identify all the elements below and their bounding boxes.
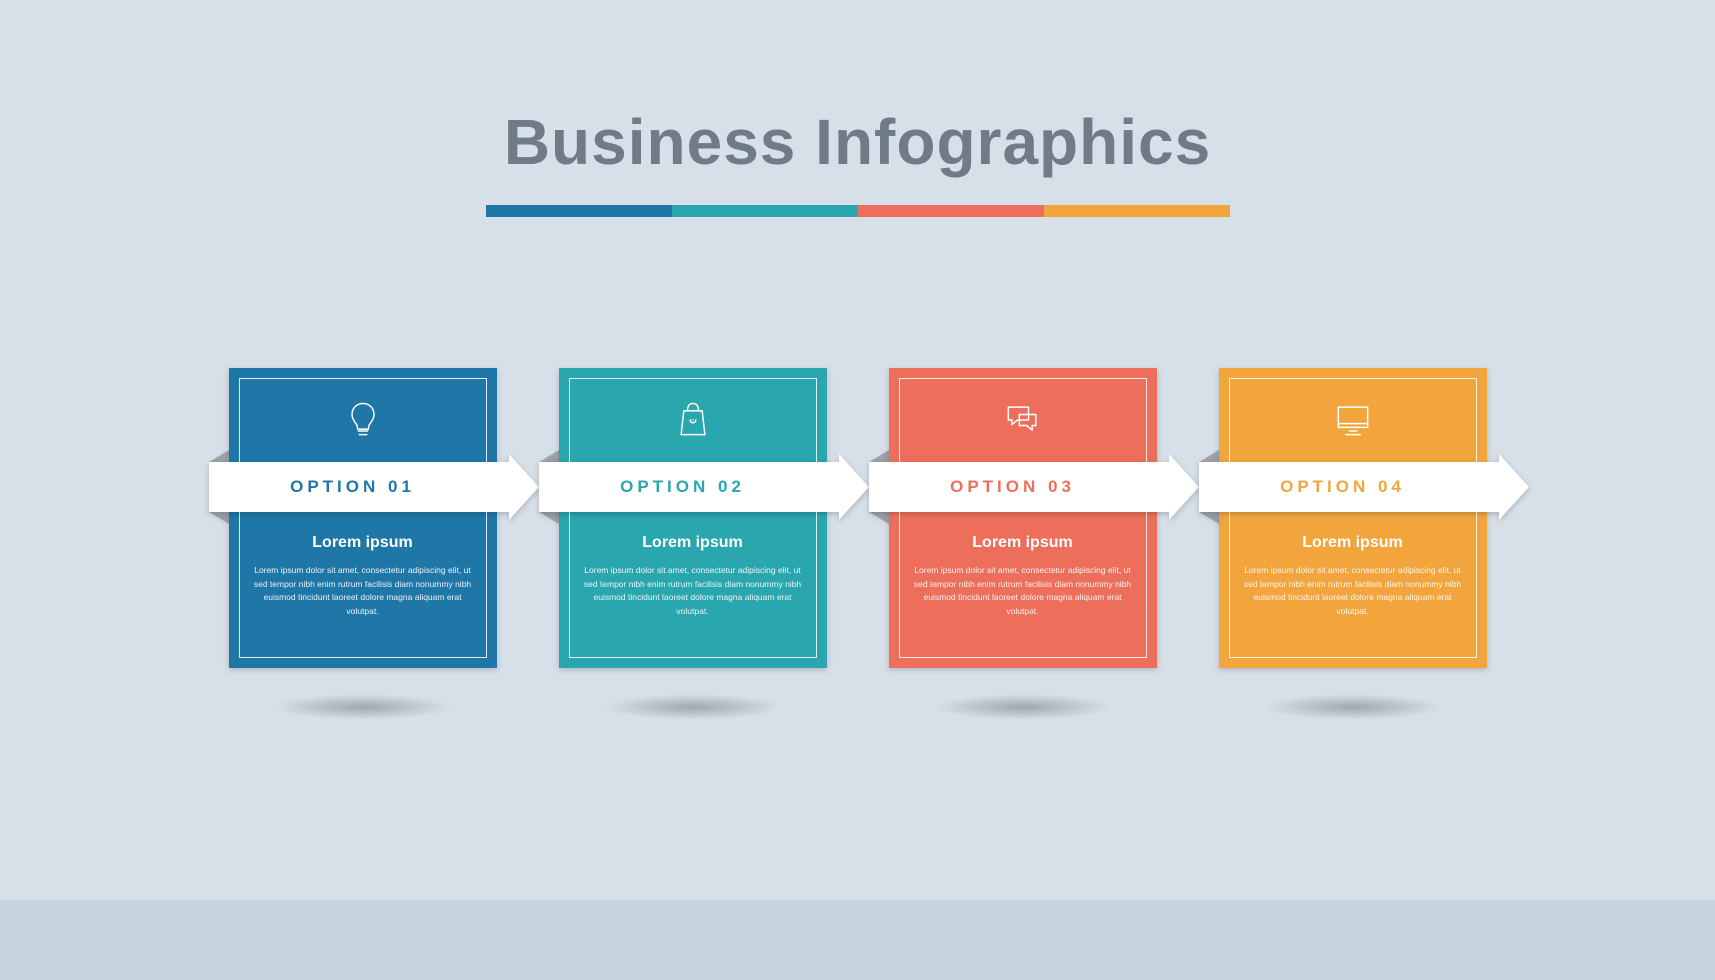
ribbon-arrowhead	[1169, 454, 1199, 520]
title-underline	[486, 205, 1230, 217]
card-subtitle: Lorem ipsum	[559, 534, 827, 552]
underline-seg-2	[672, 205, 858, 217]
ribbon-arrowhead	[509, 454, 539, 520]
ribbon-fold-bottom	[209, 512, 229, 524]
page-title: Business Infographics	[0, 105, 1715, 179]
ribbon-arrowhead	[839, 454, 869, 520]
card-subtitle: Lorem ipsum	[1219, 534, 1487, 552]
card-subtitle: Lorem ipsum	[229, 534, 497, 552]
card-body-text: Lorem ipsum dolor sit amet, consectetur …	[1243, 564, 1463, 618]
arrow-ribbon: OPTION 01	[209, 462, 539, 512]
card-option-02: Lorem ipsum Lorem ipsum dolor sit amet, …	[559, 368, 827, 668]
ribbon-fold-bottom	[1199, 512, 1219, 524]
ribbon-label: OPTION 01	[209, 462, 497, 512]
ribbon-fold-top	[1199, 450, 1219, 462]
cards-row: Lorem ipsum Lorem ipsum dolor sit amet, …	[0, 368, 1715, 668]
underline-seg-1	[486, 205, 672, 217]
monitor-icon	[1219, 392, 1487, 448]
ribbon-label: OPTION 03	[869, 462, 1157, 512]
ribbon-fold-bottom	[869, 512, 889, 524]
ribbon-label: OPTION 02	[539, 462, 827, 512]
arrow-ribbon: OPTION 04	[1199, 462, 1529, 512]
lightbulb-icon	[229, 392, 497, 448]
card-body: Lorem ipsum Lorem ipsum dolor sit amet, …	[1219, 368, 1487, 668]
card-body-text: Lorem ipsum dolor sit amet, consectetur …	[253, 564, 473, 618]
arrow-ribbon: OPTION 03	[869, 462, 1199, 512]
card-shadow	[603, 694, 783, 720]
card-option-04: Lorem ipsum Lorem ipsum dolor sit amet, …	[1219, 368, 1487, 668]
card-body: Lorem ipsum Lorem ipsum dolor sit amet, …	[229, 368, 497, 668]
ribbon-fold-top	[209, 450, 229, 462]
ribbon-fold-top	[869, 450, 889, 462]
card-subtitle: Lorem ipsum	[889, 534, 1157, 552]
card-body: Lorem ipsum Lorem ipsum dolor sit amet, …	[889, 368, 1157, 668]
card-shadow	[273, 694, 453, 720]
ribbon-fold-bottom	[539, 512, 559, 524]
underline-seg-3	[858, 205, 1044, 217]
card-shadow	[1263, 694, 1443, 720]
card-option-03: Lorem ipsum Lorem ipsum dolor sit amet, …	[889, 368, 1157, 668]
ribbon-arrowhead	[1499, 454, 1529, 520]
card-body-text: Lorem ipsum dolor sit amet, consectetur …	[583, 564, 803, 618]
ribbon-label: OPTION 04	[1199, 462, 1487, 512]
chat-icon	[889, 392, 1157, 448]
card-body-text: Lorem ipsum dolor sit amet, consectetur …	[913, 564, 1133, 618]
arrow-ribbon: OPTION 02	[539, 462, 869, 512]
underline-seg-4	[1044, 205, 1230, 217]
card-option-01: Lorem ipsum Lorem ipsum dolor sit amet, …	[229, 368, 497, 668]
card-body: Lorem ipsum Lorem ipsum dolor sit amet, …	[559, 368, 827, 668]
card-shadow	[933, 694, 1113, 720]
background-bottom-strip	[0, 900, 1715, 980]
ribbon-fold-top	[539, 450, 559, 462]
shopping-bag-icon	[559, 392, 827, 448]
